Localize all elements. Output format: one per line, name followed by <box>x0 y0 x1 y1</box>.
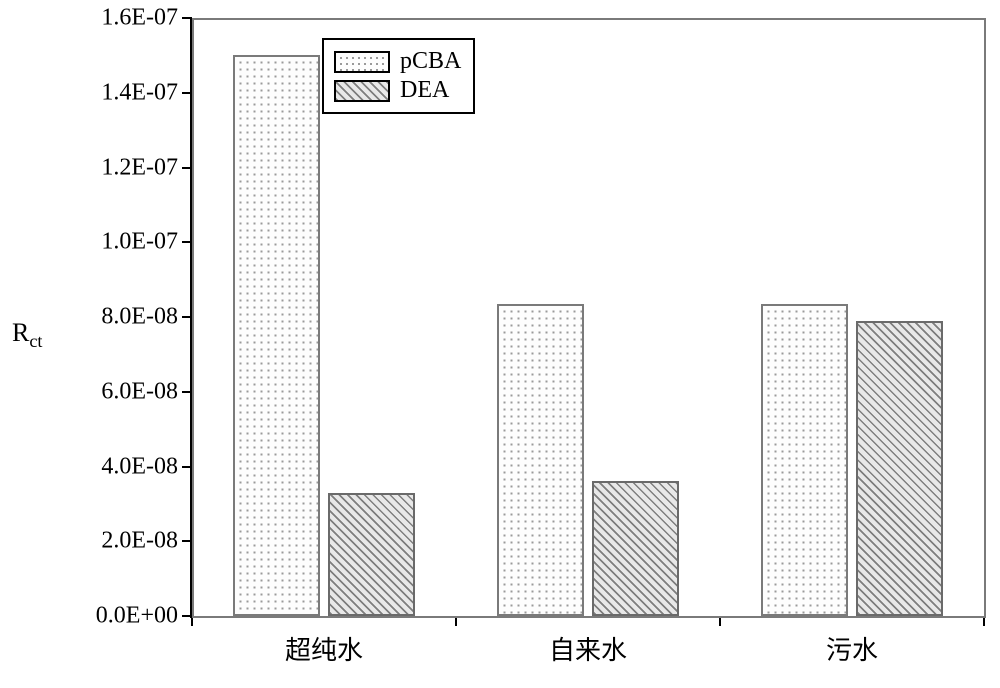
y-tick <box>182 241 192 243</box>
legend-label: DEA <box>400 77 449 104</box>
bar-dea <box>592 481 679 616</box>
y-tick <box>182 316 192 318</box>
y-tick-label: 8.0E-08 <box>101 304 178 331</box>
y-tick-label: 1.4E-07 <box>101 79 178 106</box>
x-category-label: 污水 <box>826 630 878 667</box>
bar-dea <box>856 321 943 616</box>
y-tick-label: 1.0E-07 <box>101 229 178 256</box>
legend-item: DEA <box>334 77 461 104</box>
bar-dea <box>328 493 415 616</box>
y-tick-label: 4.0E-08 <box>101 453 178 480</box>
y-tick-label: 1.2E-07 <box>101 154 178 181</box>
y-tick-label: 0.0E+00 <box>96 603 178 630</box>
bar-pcba <box>233 55 320 616</box>
y-tick <box>182 391 192 393</box>
legend-item: pCBA <box>334 48 461 75</box>
y-tick <box>182 92 192 94</box>
y-tick <box>182 167 192 169</box>
legend-swatch <box>334 80 390 102</box>
y-tick <box>182 17 192 19</box>
bar-pcba <box>497 304 584 616</box>
x-tick <box>191 616 193 626</box>
y-tick <box>182 540 192 542</box>
y-axis-title: Rct <box>12 318 42 352</box>
x-category-label: 超纯水 <box>285 630 363 667</box>
chart-container: Rct 0.0E+002.0E-084.0E-086.0E-088.0E-081… <box>0 0 1000 688</box>
y-tick-label: 2.0E-08 <box>101 528 178 555</box>
plot-area: 0.0E+002.0E-084.0E-086.0E-088.0E-081.0E-… <box>190 18 984 618</box>
x-category-label: 自来水 <box>549 630 627 667</box>
bar-pcba <box>761 304 848 616</box>
y-tick <box>182 466 192 468</box>
y-tick-label: 6.0E-08 <box>101 378 178 405</box>
x-tick <box>719 616 721 626</box>
x-tick <box>983 616 985 626</box>
x-tick <box>455 616 457 626</box>
legend-label: pCBA <box>400 48 461 75</box>
legend: pCBADEA <box>322 38 475 114</box>
y-tick-label: 1.6E-07 <box>101 5 178 32</box>
legend-swatch <box>334 51 390 73</box>
